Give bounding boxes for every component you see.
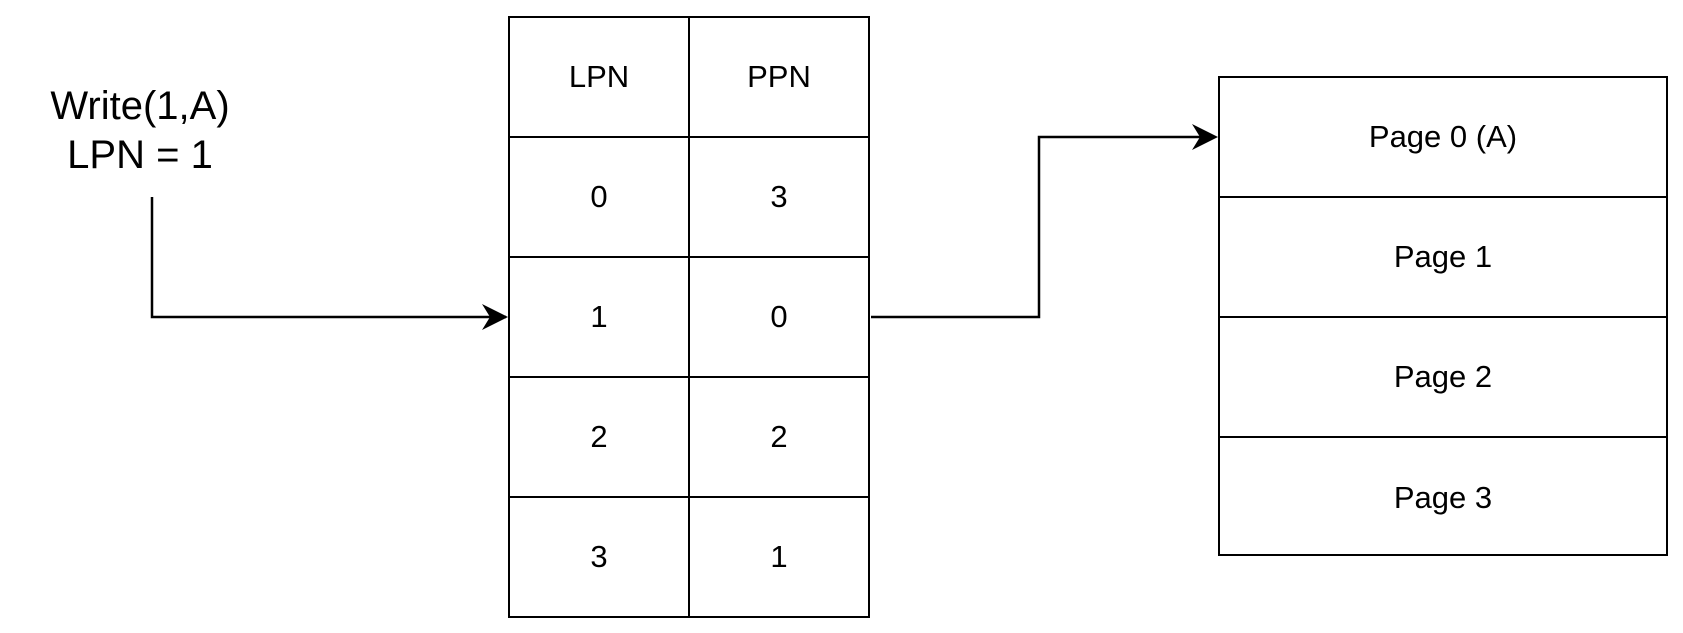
- table-row: 0 3: [508, 136, 870, 258]
- ppn-cell: 3: [688, 136, 870, 258]
- mapping-table-header-row: LPN PPN: [508, 16, 870, 138]
- table-to-page-arrow: [871, 135, 1200, 319]
- lpn-column-header: LPN: [508, 16, 690, 138]
- table-to-page-arrowhead: [1192, 124, 1218, 150]
- write-lpn-text: LPN = 1: [67, 133, 213, 177]
- physical-page-3: Page 3: [1393, 480, 1493, 515]
- lpn-cell: 1: [508, 256, 690, 378]
- physical-page-0: Page 0 (A): [1220, 78, 1666, 198]
- write-to-table-arrowhead: [482, 304, 508, 330]
- physical-page-2: Page 2: [1220, 318, 1666, 438]
- write-command-text: Write(1,A): [50, 84, 230, 128]
- physical-page-1: Page 1: [1220, 198, 1666, 318]
- write-request-label: Write(1,A) LPN = 1: [30, 82, 250, 180]
- ppn-cell: 1: [688, 496, 870, 618]
- lpn-cell: 3: [508, 496, 690, 618]
- table-row: 1 0: [508, 256, 870, 378]
- write-to-table-arrow: [150, 197, 506, 319]
- lpn-cell: 2: [508, 376, 690, 498]
- table-row: 2 2: [508, 376, 870, 498]
- ppn-cell: 2: [688, 376, 870, 498]
- ppn-column-header: PPN: [688, 16, 870, 138]
- physical-pages-block: Page 0 (A) Page 1 Page 2 Page 3: [1218, 76, 1668, 556]
- mapping-table: LPN PPN 0 3 1 0 2 2 3 1: [508, 16, 870, 618]
- lpn-cell: 0: [508, 136, 690, 258]
- ppn-cell: 0: [688, 256, 870, 378]
- table-row: 3 1: [508, 496, 870, 618]
